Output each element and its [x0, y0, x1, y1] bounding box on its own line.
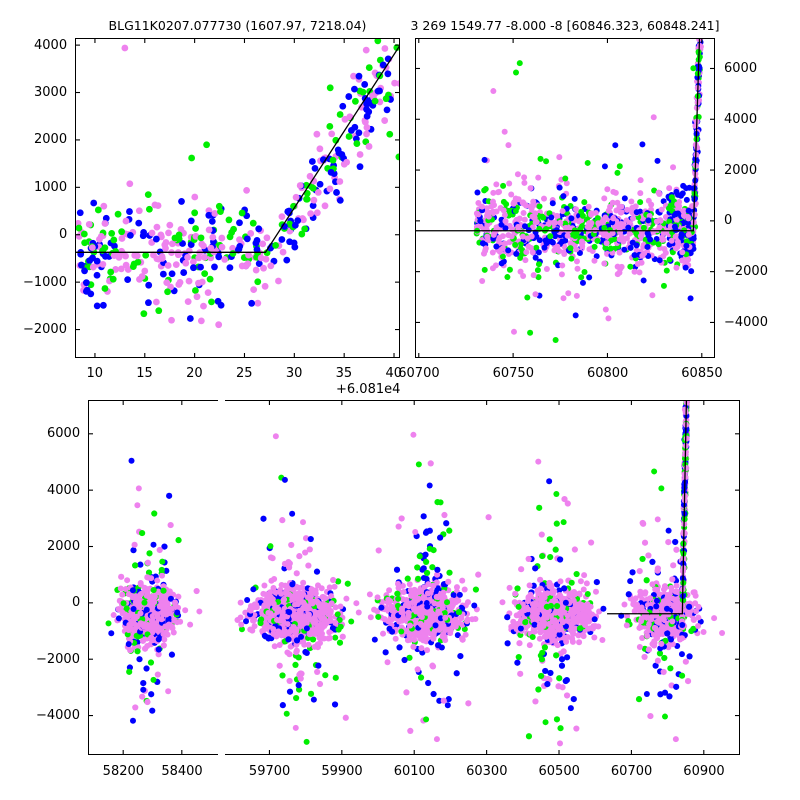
- panel-top-right-frame: [415, 38, 715, 358]
- tick-label: −4000: [36, 708, 80, 724]
- tick-label: 35: [335, 365, 353, 381]
- tick-label: 60800: [586, 365, 629, 381]
- tick-label: −2000: [724, 264, 768, 280]
- panel-top-right: [415, 38, 715, 358]
- panel-top-left: [75, 38, 400, 358]
- tick-label: 60850: [681, 365, 723, 381]
- tick-label: 2000: [47, 539, 81, 554]
- tick-label: 60750: [492, 365, 534, 381]
- panel-top-left-title: BLG11K0207.077730 (1607.97, 7218.04): [108, 18, 367, 33]
- tick-label: 60500: [538, 763, 580, 779]
- tick-label: 2000: [34, 132, 68, 148]
- tick-label: 60300: [466, 763, 508, 779]
- tick-label: 20: [186, 365, 203, 381]
- panel-top-right-title: 3 269 1549.77 -8.000 -8 [60846.323, 6084…: [410, 18, 720, 33]
- tick-label: 0: [59, 227, 68, 243]
- panel-bottom-frame: [88, 400, 740, 755]
- tick-label: 59700: [248, 763, 291, 779]
- tick-label: 4000: [47, 482, 81, 498]
- tick-label: 60900: [683, 763, 725, 779]
- x-axis-offset-text: +6.081e4: [336, 382, 401, 397]
- tick-label: 25: [235, 365, 253, 381]
- tick-label: −1000: [23, 274, 67, 290]
- tick-label: 40: [385, 365, 403, 381]
- panel-bottom-plot: [105, 401, 726, 754]
- tick-label: 1000: [34, 179, 68, 195]
- tick-label: 3000: [34, 85, 68, 101]
- tick-label: 58200: [102, 763, 145, 779]
- tick-label: 4000: [34, 37, 68, 53]
- tick-label: −2000: [36, 651, 80, 667]
- tick-label: −4000: [724, 314, 768, 330]
- tick-label: 15: [136, 365, 153, 381]
- tick-label: 2000: [724, 162, 758, 178]
- tick-label: 6000: [47, 426, 81, 442]
- panel-top-left-plot: [76, 39, 399, 329]
- panel-bottom: [88, 400, 740, 755]
- panel-top-left-frame: [75, 38, 400, 358]
- tick-label: 58400: [161, 763, 203, 779]
- tick-label: 10: [86, 365, 103, 381]
- panel-top-right-plot: [416, 39, 704, 343]
- tick-label: 4000: [724, 111, 758, 127]
- tick-label: 0: [72, 595, 81, 611]
- tick-label: 30: [285, 365, 303, 381]
- tick-label: 60700: [398, 365, 440, 381]
- tick-label: 0: [724, 213, 733, 229]
- tick-label: 60100: [393, 763, 436, 779]
- tick-label: 60700: [610, 763, 653, 779]
- tick-label: 59900: [321, 763, 363, 779]
- tick-label: 6000: [724, 60, 758, 76]
- tick-label: −2000: [23, 322, 67, 338]
